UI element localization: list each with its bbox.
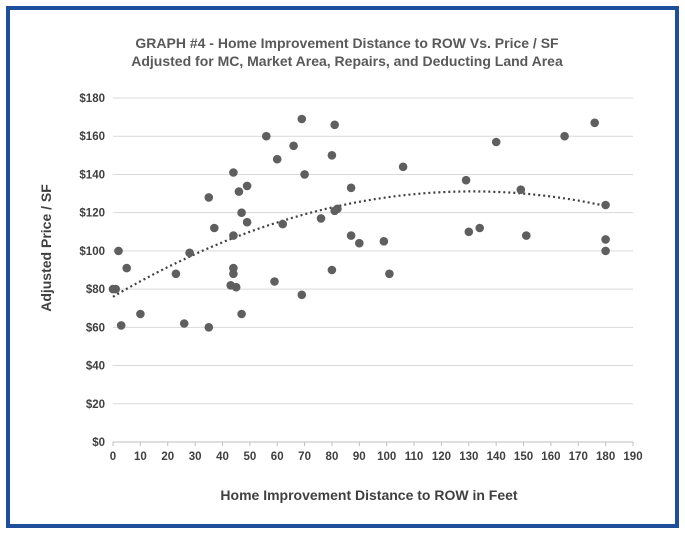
x-tick-label-20: 20 [161,451,174,463]
data-point-32 [316,214,326,223]
x-tick-label-100: 100 [377,451,396,463]
data-point-11 [204,323,214,332]
data-point-51 [590,118,599,128]
data-point-44 [461,175,471,185]
data-point-33 [327,151,337,160]
data-point-50 [560,131,569,141]
data-point-26 [272,154,282,164]
data-point-21 [237,309,246,319]
y-tick-label-160: $160 [79,131,105,143]
x-tick-label-110: 110 [405,451,424,463]
data-point-4 [116,321,126,330]
data-point-23 [242,217,252,227]
chart-subtitle: Adjusted for MC, Market Area, Repairs, a… [131,53,563,69]
data-point-5 [122,263,131,273]
x-tick-label-0: 0 [110,451,116,463]
data-point-28 [289,141,298,151]
data-point-46 [475,223,485,233]
data-point-22 [242,181,252,191]
gridlines [113,97,633,405]
data-point-40 [355,238,364,248]
data-point-29 [297,114,307,124]
data-point-37 [333,204,342,214]
data-point-7 [171,269,181,279]
data-point-34 [327,265,337,275]
y-tick-label-0: $0 [92,437,105,449]
y-tick-label-100: $100 [79,246,105,258]
data-point-54 [601,246,610,256]
x-tick-label-10: 10 [134,451,147,463]
x-tick-label-180: 180 [596,451,615,463]
y-axis-title: Adjusted Price / SF [38,184,54,312]
data-point-48 [516,185,526,194]
y-tick-labels: $0 $20 $40 $60 $80 $100 $120 $140 $160 $180 [79,93,105,449]
data-point-15 [229,231,238,240]
data-point-30 [297,290,307,300]
x-tick-labels: 0 10 20 30 40 50 60 70 80 90 100 110 120 130 140 150 160… [110,451,643,463]
x-tick-label-90: 90 [353,451,366,463]
x-tick-label-60: 60 [271,451,284,463]
x-tick-label-190: 190 [623,451,642,463]
data-point-35 [330,120,340,130]
axes [112,441,634,446]
scatter-chart: GRAPH #4 - Home Improvement Distance to … [38,35,643,503]
data-point-27 [278,219,288,229]
data-point-39 [346,231,356,240]
x-tick-label-80: 80 [326,451,339,463]
data-point-6 [136,309,145,319]
data-point-12 [210,223,219,233]
data-point-38 [346,183,356,193]
data-point-53 [601,235,610,244]
data-point-42 [385,269,394,279]
data-point-24 [262,131,271,141]
y-tick-label-180: $180 [79,93,105,105]
data-point-25 [270,277,279,286]
y-tick-label-40: $40 [86,361,105,373]
chart-title: GRAPH #4 - Home Improvement Distance to … [135,35,559,51]
x-tick-label-130: 130 [459,451,478,463]
x-tick-label-50: 50 [243,451,256,463]
data-point-10 [204,193,214,202]
data-points [108,114,610,332]
y-tick-label-20: $20 [86,399,105,411]
data-point-8 [179,319,189,328]
x-axis-title: Home Improvement Distance to ROW in Feet [220,487,517,503]
data-point-45 [464,227,474,237]
x-tick-label-30: 30 [189,451,202,463]
data-point-17 [229,269,238,279]
x-tick-label-150: 150 [514,451,533,463]
data-point-41 [379,237,389,246]
data-point-47 [491,137,501,147]
trendline-group [112,190,606,298]
y-tick-label-120: $120 [79,208,105,220]
data-point-18 [231,282,241,292]
chart-frame: GRAPH #4 - Home Improvement Distance to … [6,6,679,528]
data-point-43 [398,162,408,172]
trendline [112,190,606,298]
y-tick-label-60: $60 [86,322,105,334]
data-point-19 [234,187,244,196]
x-tick-label-70: 70 [298,451,311,463]
data-point-52 [601,200,610,210]
data-point-14 [229,168,238,177]
data-point-49 [522,231,531,240]
data-point-31 [300,170,309,179]
x-tick-label-160: 160 [541,451,560,463]
data-point-3 [114,246,123,256]
y-tick-label-140: $140 [79,169,105,181]
data-point-9 [185,248,194,258]
x-tick-label-140: 140 [487,451,506,463]
data-point-20 [237,208,246,217]
x-tick-label-40: 40 [216,451,229,463]
data-point-2 [111,284,120,294]
y-tick-label-80: $80 [86,284,105,296]
x-tick-label-170: 170 [569,451,588,463]
x-tick-label-120: 120 [432,451,451,463]
